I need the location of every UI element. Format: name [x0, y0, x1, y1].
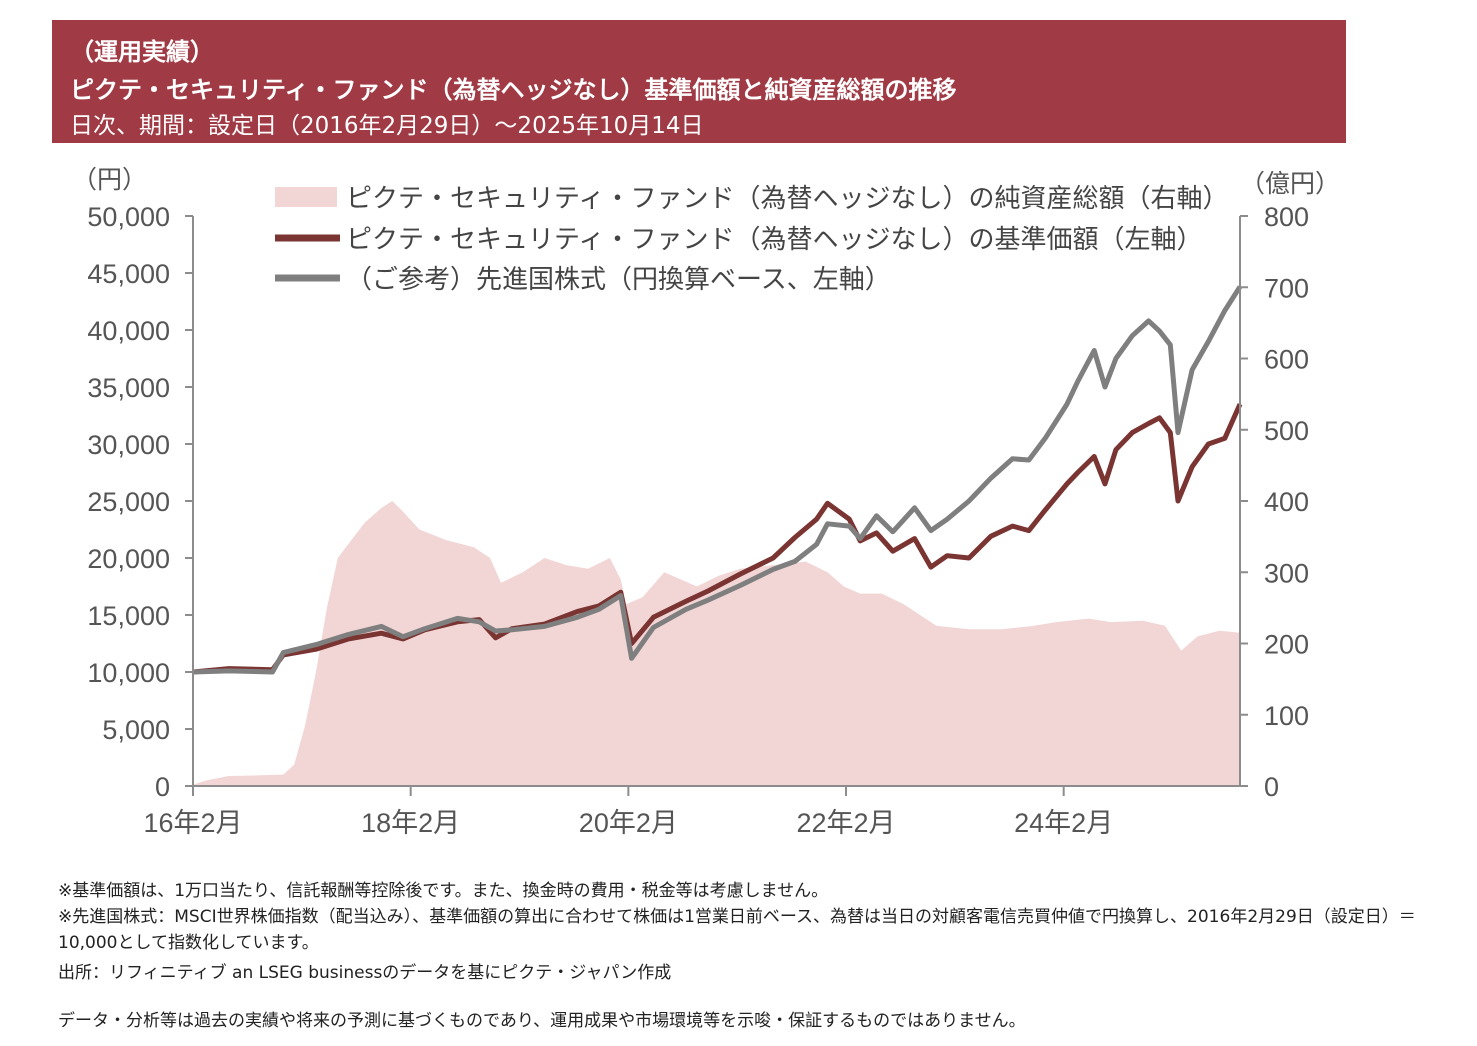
left-tick-label: 15,000: [87, 601, 170, 631]
chart-title: ピクテ・セキュリティ・ファンド（為替ヘッジなし）基準価額と純資産総額の推移: [70, 76, 957, 104]
series-2-line: [192, 285, 1243, 675]
right-tick-label: 0: [1264, 772, 1279, 802]
legend: ピクテ・セキュリティ・ファンド（為替ヘッジなし）の純資産総額（右軸） ピクテ・セキ…: [275, 183, 1228, 294]
series-0-area: [193, 501, 1240, 786]
right-tick-label: 700: [1264, 273, 1309, 303]
left-tick-label: 50,000: [87, 202, 170, 232]
left-axis-unit: （円）: [72, 166, 147, 194]
note-benchmark: ※先進国株式：MSCI世界株価指数（配当込み）、基準価額の算出に合わせて株価は1…: [58, 907, 1416, 953]
axes-layer: 50,000 45,000 40,000 35,000 30,000 25,000 20,0…: [72, 166, 1340, 838]
chart-area: 50,000 45,000 40,000 35,000 30,000 25,000 20,0…: [72, 166, 1340, 838]
right-tick-label: 100: [1264, 701, 1309, 731]
right-tick-label: 800: [1264, 202, 1309, 232]
right-tick-label: 500: [1264, 416, 1309, 446]
left-tick-label: 25,000: [87, 487, 170, 517]
left-tick-label: 35,000: [87, 373, 170, 403]
right-tick-label: 300: [1264, 558, 1309, 588]
legend-label-0: ピクテ・セキュリティ・ファンド（為替ヘッジなし）の純資産総額（右軸）: [346, 183, 1228, 213]
left-tick-label: 10,000: [87, 658, 170, 688]
right-axis-unit: （億円）: [1240, 170, 1340, 198]
x-tick-label: 22年2月: [796, 808, 895, 838]
legend-label-1: ピクテ・セキュリティ・ファンド（為替ヘッジなし）の基準価額（左軸）: [346, 224, 1202, 254]
x-tick-label: 16年2月: [143, 808, 242, 838]
legend-label-2: （ご参考）先進国株式（円換算ベース、左軸）: [346, 264, 891, 294]
right-tick-label: 600: [1264, 345, 1309, 375]
note-nav: ※基準価額は、1万口当たり、信託報酬等控除後です。また、換金時の費用・税金等は考…: [58, 881, 829, 901]
header-label: （運用実績）: [70, 38, 214, 66]
legend-swatch-0: [275, 187, 337, 207]
footnotes: ※基準価額は、1万口当たり、信託報酬等控除後です。また、換金時の費用・税金等は考…: [58, 878, 1438, 1034]
x-tick-label: 20年2月: [579, 808, 678, 838]
left-tick-label: 5,000: [102, 715, 170, 745]
x-tick-label: 18年2月: [361, 808, 460, 838]
left-tick-label: 45,000: [87, 259, 170, 289]
nav-area-layer: [193, 501, 1240, 786]
right-tick-label: 200: [1264, 630, 1309, 660]
left-tick-label: 30,000: [87, 430, 170, 460]
right-tick-label: 400: [1264, 487, 1309, 517]
left-tick-label: 20,000: [87, 544, 170, 574]
chart-subtitle: 日次、期間：設定日（2016年2月29日）～2025年10月14日: [70, 113, 704, 139]
chart-header: （運用実績） ピクテ・セキュリティ・ファンド（為替ヘッジなし）基準価額と純資産総…: [52, 20, 1346, 143]
left-tick-label: 0: [155, 772, 170, 802]
disclaimer: データ・分析等は過去の実績や将来の予測に基づくものであり、運用成果や市場環境等を…: [58, 1011, 1026, 1031]
left-tick-label: 40,000: [87, 316, 170, 346]
x-tick-label: 24年2月: [1014, 808, 1113, 838]
lines-layer: [192, 285, 1243, 675]
source-note: 出所：リフィニティブ an LSEG businessのデータを基にピクテ・ジャ…: [58, 963, 672, 983]
